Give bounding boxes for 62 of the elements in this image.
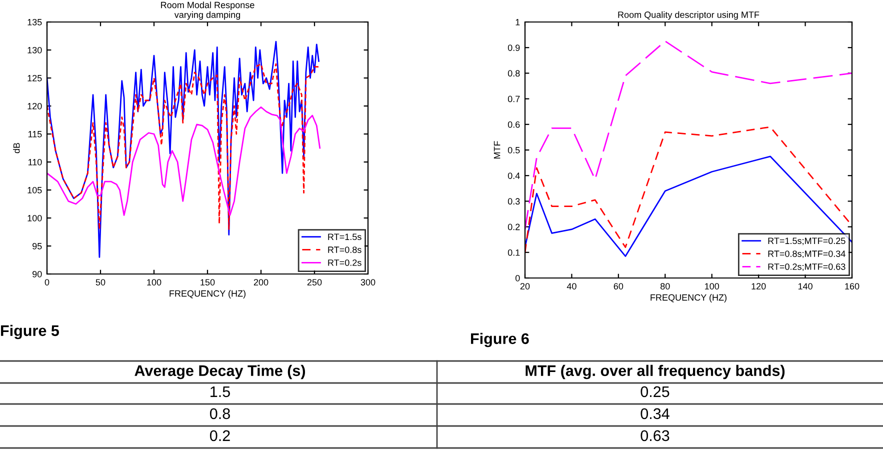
x-tick-label: 120 [752,283,766,290]
line-series [47,106,321,216]
y-tick-label: 115 [28,131,42,138]
text: 0.63 [640,430,670,442]
text: 0.2 [210,430,230,442]
x-tick-label: 140 [798,283,812,290]
x-tick-label: 40 [566,283,576,290]
line-series [525,156,852,257]
y-axis-title: dB [13,142,20,154]
x-tick-label: 0 [44,279,50,286]
x-tick-label: 100 [705,283,720,290]
y-tick-label: 0.2 [508,224,520,230]
x-tick-label: 200 [254,279,268,286]
y-tick-label: 110 [28,158,42,166]
y-tick-label: 0.8 [508,70,520,77]
text: 1.5 [210,386,230,398]
text: 0.25 [640,386,670,398]
chart-title: Room Quality descriptor using MTF [618,11,760,20]
line-series [47,40,320,258]
y-tick-label: 0.1 [508,249,520,256]
text: 0.8 [210,408,230,420]
y-tick-label: 130 [28,46,42,54]
legend-label: RT=0.8s [328,246,362,253]
y-tick-label: 0.7 [508,96,520,102]
legend-label: RT=0.2s [328,260,362,266]
y-tick-label: 125 [28,74,42,82]
line-series [525,40,852,230]
caption: Figure 6 [471,332,529,348]
x-tick-label: 20 [520,283,530,290]
y-tick-label: 90 [32,270,42,278]
x-tick-label: 300 [360,279,376,286]
y-tick-label: 135 [28,18,42,26]
y-tick-label: 95 [32,242,42,250]
legend-label: RT=1.5s;MTF=0.25 [768,238,846,246]
legend-label: RT=0.2s;MTF=0.63 [768,264,846,271]
text: Average Decay Time (s) [134,364,306,380]
y-tick-label: 0.5 [508,146,520,154]
y-tick-label: 105 [28,186,42,194]
y-tick-label: 1 [516,19,520,26]
text: 0.34 [640,408,670,420]
y-tick-label: 0.9 [508,44,520,51]
caption: Figure 5 [1,324,59,340]
legend-label: RT=0.8s;MTF=0.34 [768,250,846,258]
x-tick-label: 250 [307,279,322,286]
y-tick-label: 0.6 [508,121,520,128]
y-tick-label: 0.4 [508,172,520,179]
x-tick-label: 160 [845,283,860,290]
line-series [47,63,320,230]
x-tick-label: 50 [96,279,106,286]
y-tick-label: 120 [28,102,42,110]
x-axis-title: FREQUENCY (HZ) [170,290,246,298]
y-tick-label: 0.3 [508,198,520,205]
y-tick-label: 100 [28,214,42,222]
x-tick-label: 150 [200,279,215,286]
x-axis-title: FREQUENCY (HZ) [650,294,726,302]
x-tick-label: 80 [660,283,670,290]
y-axis-title: MTF [494,141,500,159]
legend-label: RT=1.5s [328,234,362,240]
text: MTF (avg. over all frequency bands) [526,364,785,380]
chart-title: Room Modal Response varying damping [161,2,254,20]
x-tick-label: 100 [147,279,162,286]
x-tick-label: 60 [614,283,624,290]
